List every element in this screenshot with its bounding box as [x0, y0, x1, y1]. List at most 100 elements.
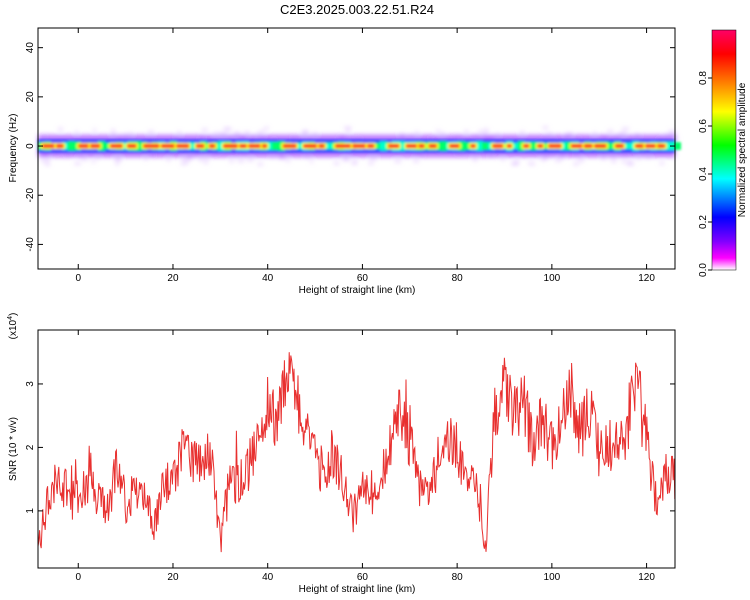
snr-series-line: [38, 352, 675, 553]
spectral-hot-spot: [428, 144, 437, 149]
spectrogram-x-tick-label: 40: [262, 273, 274, 284]
spectral-halo-cell: [213, 131, 218, 135]
spectral-halo-cell: [204, 161, 208, 165]
spectral-halo-cell: [46, 157, 51, 161]
spectral-core-cell: [374, 143, 381, 150]
spectrogram-x-tick-label: 0: [75, 273, 81, 284]
spectral-halo-cell: [464, 129, 469, 133]
spectral-halo-cell: [346, 129, 350, 133]
spectral-halo-cell: [198, 158, 205, 162]
spectral-halo-cell: [221, 132, 228, 136]
spectral-hot-spot: [261, 144, 268, 149]
spectrogram-frame: [37, 27, 676, 270]
spectral-halo-cell: [542, 126, 548, 130]
spectral-halo-cell: [520, 130, 525, 134]
spectrogram-panel: 0 20 40 60 80 100 120 -40 -20 0 20 40 Height of st…: [8, 27, 681, 296]
spectral-hot-spot: [352, 144, 368, 149]
spectral-hot-spot: [282, 144, 297, 149]
spectral-halo-cell: [478, 129, 482, 133]
spectral-hot-spot: [657, 144, 666, 149]
spectral-halo-cell: [472, 158, 478, 162]
spectral-halo-cell: [515, 160, 520, 164]
spectral-halo-cell: [414, 131, 420, 135]
spectral-halo-cell: [413, 159, 420, 163]
spectral-hot-spot: [506, 144, 512, 149]
spectral-hot-spot: [195, 144, 205, 149]
snr-multiplier-label: (x104): [7, 313, 19, 340]
spectral-halo-cell: [243, 131, 250, 135]
spectral-core-cell: [380, 141, 387, 151]
snr-x-tick-label: 0: [75, 572, 81, 583]
spectral-halo-cell: [482, 132, 488, 136]
spectral-halo-cell: [181, 157, 185, 161]
spectral-halo-cell: [205, 157, 209, 161]
spectral-core-cell: [542, 142, 549, 150]
spectral-hot-spot: [418, 144, 425, 149]
spectral-halo-cell: [247, 158, 254, 162]
spectral-core-cell: [62, 142, 69, 150]
spectral-core-cell: [188, 142, 195, 150]
spectral-halo-cell: [351, 161, 357, 165]
spectral-hot-spot: [492, 144, 504, 149]
spectral-halo-cell: [286, 159, 291, 163]
spectral-hot-spot: [223, 144, 241, 149]
spectrogram-y-tick-label: -40: [25, 237, 36, 252]
spectral-hot-spot: [78, 144, 92, 149]
spectral-halo-cell: [607, 129, 614, 133]
spectral-hot-spot: [449, 144, 460, 149]
spectral-halo-cell: [229, 159, 234, 163]
spectral-core-cell: [560, 142, 567, 150]
spectral-halo-cell: [573, 162, 579, 166]
spectral-halo-cell: [111, 128, 116, 132]
spectral-halo-cell: [540, 158, 547, 162]
spectral-halo-cell: [436, 129, 440, 133]
spectral-halo-cell: [621, 160, 626, 164]
spectral-halo-cell: [547, 132, 553, 136]
spectral-halo-cell: [237, 159, 245, 163]
spectral-halo-cell: [627, 162, 634, 166]
spectral-halo-cell: [144, 157, 148, 161]
snr-y-axis-label: SNR (10 * v/v): [8, 417, 19, 481]
spectral-halo-cell: [560, 156, 564, 160]
spectral-hot-spot: [109, 144, 123, 149]
colorbar: 0.0 0.2 0.4 0.6 0.8 Normalized spectral ampl…: [698, 29, 748, 277]
spectral-band-mid: [38, 139, 681, 153]
spectral-hot-spot: [523, 144, 530, 149]
spectral-hot-spot: [303, 144, 321, 149]
spectrogram-y-tick-label: 40: [25, 42, 36, 54]
spectral-halo-cell: [75, 130, 79, 134]
spectral-core-cell: [626, 143, 633, 150]
spectral-halo-cell: [82, 157, 88, 161]
spectral-core-cell: [674, 142, 681, 150]
spectrogram-y-tick-label: 20: [25, 91, 36, 103]
spectrogram-x-tick-label: 80: [452, 273, 464, 284]
figure-title: C2E3.2025.003.22.51.R24: [280, 2, 434, 17]
colorbar-tick-label: 0.2: [698, 215, 709, 229]
spectral-halo-cell: [184, 158, 191, 162]
spectral-core-cell: [266, 141, 273, 151]
spectral-halo-cell: [501, 157, 505, 161]
spectral-halo-cell: [201, 128, 208, 132]
spectral-core-cell: [440, 141, 447, 151]
snr-frame: [37, 329, 676, 569]
spectrogram-x-tick-label: 20: [167, 273, 179, 284]
snr-x-tick-label: 80: [452, 572, 464, 583]
spectral-halo-cell: [531, 162, 536, 166]
spectral-hot-spot: [126, 144, 137, 149]
snr-y-tick-label: 3: [25, 381, 36, 387]
spectral-halo-cell: [256, 131, 261, 135]
spectral-halo-cell: [235, 131, 240, 135]
spectral-hot-spot: [160, 144, 177, 149]
spectral-halo-cell: [578, 159, 585, 163]
spectrogram-y-axis-label: Frequency (Hz): [8, 114, 19, 183]
spectral-halo-cell: [177, 131, 182, 135]
spectral-halo-cell: [343, 157, 349, 161]
spectral-hot-spot: [593, 144, 607, 149]
spectral-halo-cell: [92, 128, 97, 132]
spectral-halo-cell: [218, 131, 223, 135]
colorbar-tick-label: 0.4: [698, 167, 709, 181]
spectral-halo-cell: [223, 127, 230, 131]
spectral-core-cell: [398, 141, 405, 151]
spectral-core-cell: [104, 142, 111, 150]
